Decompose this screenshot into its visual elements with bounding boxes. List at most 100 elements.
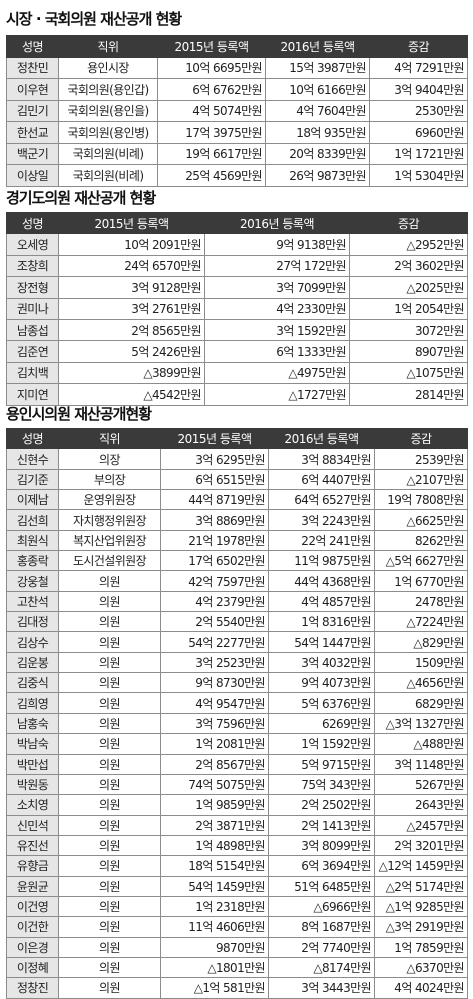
name-cell: 김중식 xyxy=(6,672,59,694)
amount-cell: 5억 9715만원 xyxy=(268,753,375,775)
name-cell: 권미나 xyxy=(6,297,59,320)
amount-cell: △8174만원 xyxy=(268,956,375,979)
amount-cell: 9억 9138만원 xyxy=(204,233,350,256)
position-cell: 국회의원(용인을) xyxy=(58,99,158,122)
section-title-mayor-lawmakers: 시장 · 국회의원 재산공개 현황 xyxy=(6,10,182,28)
column-header: 증감 xyxy=(369,35,468,58)
table-row: 이건영 의원 1억 2318만원 △6966만원 △1억 9285만원 xyxy=(6,895,468,918)
amount-cell: 1억 6770만원 xyxy=(374,570,468,592)
mayor-lawmakers-table: 성명 직위 2015년 등록액 2016년 등록액 증감 정찬민 용인시장 10억 6695만… xyxy=(6,35,468,187)
table-row: 조창희 24억 6570만원 27억 172만원 2억 3602만원 xyxy=(6,254,468,278)
amount-cell: △2457만원 xyxy=(374,814,468,836)
column-header: 성명 xyxy=(6,427,59,450)
amount-cell: △4656만원 xyxy=(374,672,468,694)
position-cell: 의원 xyxy=(58,794,161,816)
table-row: 정창진 의원 △1억 581만원 3억 3443만원 4억 4024만원 xyxy=(6,977,468,999)
name-cell: 윤원균 xyxy=(6,875,59,897)
amount-cell: 26억 9873만원 xyxy=(265,164,370,187)
position-cell: 의원 xyxy=(58,814,161,836)
section-title-city-council: 용인시의원 재산공개현황 xyxy=(6,405,152,423)
table-row: 한선교 국회의원(용인병) 17억 3975만원 18억 935만원 6960만원 xyxy=(6,121,468,144)
table-row: 정찬민 용인시장 10억 6695만원 15억 3987만원 4억 7291만원 xyxy=(6,56,468,79)
position-cell: 운영위원장 xyxy=(58,489,161,511)
table-row: 김기준 부의장 6억 6515만원 6억 4407만원 △2107만원 xyxy=(6,468,468,491)
amount-cell: 5억 6376만원 xyxy=(268,692,375,714)
amount-cell: 6829만원 xyxy=(374,692,468,714)
name-cell: 소치영 xyxy=(6,794,59,816)
amount-cell: △12억 1459만원 xyxy=(374,855,468,877)
table-row: 김상수 의원 54억 2277만원 54억 1447만원 △829만원 xyxy=(6,631,468,653)
amount-cell: 2억 3602만원 xyxy=(349,254,468,278)
amount-cell: 4억 4857만원 xyxy=(268,590,375,613)
name-cell: 한선교 xyxy=(6,121,59,144)
name-cell: 이건영 xyxy=(6,895,59,918)
amount-cell: 2억 8567만원 xyxy=(160,753,269,775)
amount-cell: △1억 581만원 xyxy=(160,977,269,999)
name-cell: 유진선 xyxy=(6,834,59,857)
column-header: 직위 xyxy=(58,35,158,58)
name-cell: 최원식 xyxy=(6,529,59,552)
amount-cell: △7224만원 xyxy=(374,611,468,633)
name-cell: 오세영 xyxy=(6,233,59,256)
amount-cell: 2539만원 xyxy=(374,448,468,470)
amount-cell: 3억 7099만원 xyxy=(204,276,350,299)
position-cell: 의원 xyxy=(58,977,161,999)
position-cell: 의원 xyxy=(58,895,161,918)
position-cell: 의원 xyxy=(58,956,161,979)
amount-cell: 44억 8719만원 xyxy=(160,489,269,511)
amount-cell: 42억 7597만원 xyxy=(160,570,269,592)
position-cell: 의원 xyxy=(58,753,161,775)
amount-cell: 3억 3443만원 xyxy=(268,977,375,999)
name-cell: 이우현 xyxy=(6,78,59,101)
table-row: 최원식 복지산업위원장 21억 1978만원 22억 241만원 8262만원 xyxy=(6,529,468,552)
amount-cell: 51억 6485만원 xyxy=(268,875,375,897)
amount-cell: 3억 1148만원 xyxy=(374,753,468,775)
column-header: 2015년 등록액 xyxy=(58,211,205,235)
amount-cell: 3억 2243만원 xyxy=(268,509,375,531)
column-header: 2016년 등록액 xyxy=(204,211,350,235)
table-row: 유진선 의원 1억 4898만원 3억 8099만원 2억 3201만원 xyxy=(6,834,468,857)
amount-cell: 18억 5154만원 xyxy=(160,855,269,877)
amount-cell: 1억 2081만원 xyxy=(160,733,269,755)
position-cell: 국회의원(비례) xyxy=(58,164,158,187)
name-cell: 이정혜 xyxy=(6,956,59,979)
amount-cell: △6625만원 xyxy=(374,509,468,531)
table-row: 이상일 국회의원(비례) 25억 4569만원 26억 9873만원 1억 5304만원 xyxy=(6,164,468,187)
name-cell: 이제남 xyxy=(6,489,59,511)
amount-cell: 54억 2277만원 xyxy=(160,631,269,653)
table-row: 오세영 10억 2091만원 9억 9138만원 △2952만원 xyxy=(6,233,468,256)
name-cell: 신현수 xyxy=(6,448,59,470)
amount-cell: 54억 1459만원 xyxy=(160,875,269,897)
amount-cell: 24억 6570만원 xyxy=(58,254,205,278)
amount-cell: 2억 1413만원 xyxy=(268,814,375,836)
amount-cell: 2530만원 xyxy=(369,99,468,122)
column-header: 2016년 등록액 xyxy=(265,35,370,58)
amount-cell: 6960만원 xyxy=(369,121,468,144)
name-cell: 김희영 xyxy=(6,692,59,714)
amount-cell: 5억 2426만원 xyxy=(58,340,205,363)
amount-cell: 3억 8869만원 xyxy=(160,509,269,531)
position-cell: 부의장 xyxy=(58,468,161,491)
amount-cell: 1억 1721만원 xyxy=(369,142,468,165)
amount-cell: 8억 1687만원 xyxy=(268,916,375,938)
amount-cell: 15억 3987만원 xyxy=(265,56,370,79)
table-row: 박원동 의원 74억 5075만원 75억 343만원 5267만원 xyxy=(6,773,468,796)
amount-cell: 10억 6695만원 xyxy=(157,56,266,79)
table-row: 박남숙 의원 1억 2081만원 1억 1592만원 △488만원 xyxy=(6,733,468,755)
position-cell: 도시건설위원장 xyxy=(58,550,161,572)
column-header: 2016년 등록액 xyxy=(268,427,375,450)
amount-cell: 3억 8099만원 xyxy=(268,834,375,857)
amount-cell: 1억 9859만원 xyxy=(160,794,269,816)
amount-cell: 1억 1592만원 xyxy=(268,733,375,755)
amount-cell: 3억 2523만원 xyxy=(160,651,269,674)
amount-cell: 22억 241만원 xyxy=(268,529,375,552)
amount-cell: 27억 172만원 xyxy=(204,254,350,278)
amount-cell: △488만원 xyxy=(374,733,468,755)
name-cell: 백군기 xyxy=(6,142,59,165)
name-cell: 정찬민 xyxy=(6,56,59,79)
position-cell: 의원 xyxy=(58,570,161,592)
amount-cell: 10억 2091만원 xyxy=(58,233,205,256)
position-cell: 의원 xyxy=(58,712,161,735)
amount-cell: 2643만원 xyxy=(374,794,468,816)
table-row: 백군기 국회의원(비례) 19억 6617만원 20억 8339만원 1억 1721만원 xyxy=(6,142,468,165)
